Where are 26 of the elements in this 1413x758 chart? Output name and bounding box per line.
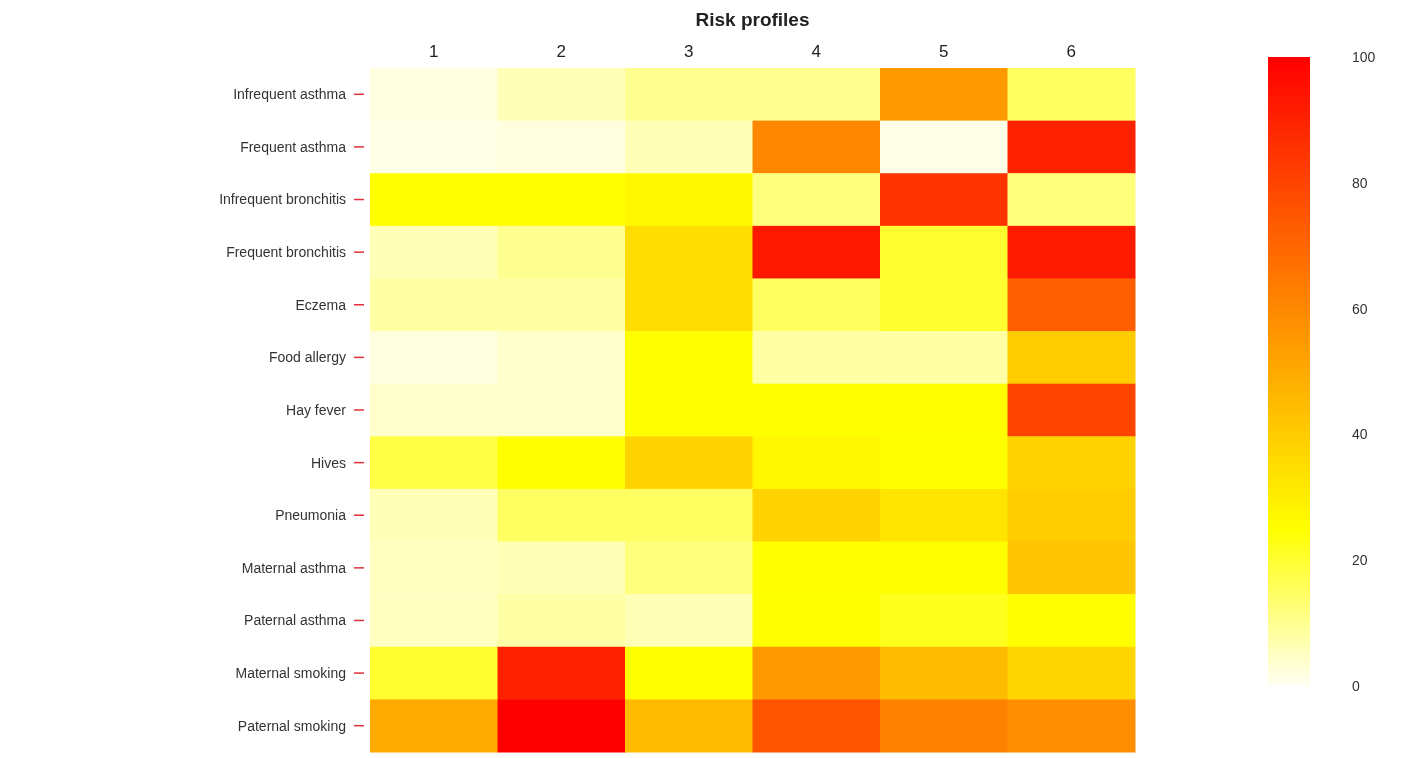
x-tick-label: 3 (684, 42, 694, 61)
y-tick-label: Frequent asthma (240, 138, 347, 155)
y-tick-label: Paternal asthma (244, 612, 347, 629)
x-tick-label: 6 (1066, 42, 1076, 61)
y-tick-label: Infrequent bronchitis (219, 191, 346, 208)
y-tick-label: Hay fever (286, 401, 347, 418)
y-tick-label: Maternal smoking (235, 664, 346, 681)
x-tick-label: 1 (429, 42, 439, 61)
color-bar-label: 100 (1352, 48, 1376, 65)
chart-title: Risk profiles (695, 9, 810, 30)
y-tick-label: Paternal smoking (237, 717, 346, 734)
y-tick-label: Infrequent asthma (233, 86, 347, 103)
color-bar-label: 20 (1352, 552, 1368, 569)
x-tick-label: 5 (939, 42, 949, 61)
color-bar-label: 80 (1352, 174, 1368, 191)
y-tick-label: Food allergy (268, 349, 346, 366)
color-bar-label: 0 (1352, 677, 1360, 694)
x-tick-label: 4 (811, 42, 821, 61)
y-tick-label: Hives (310, 454, 346, 471)
y-tick-label: Frequent bronchitis (226, 244, 346, 261)
color-bar-label: 60 (1352, 300, 1368, 317)
y-tick-label: Maternal asthma (241, 559, 347, 576)
x-tick-label: 2 (556, 42, 566, 61)
color-bar-label: 40 (1352, 426, 1368, 443)
y-tick-label: Eczema (295, 296, 347, 313)
y-tick-label: Pneumonia (275, 507, 347, 524)
